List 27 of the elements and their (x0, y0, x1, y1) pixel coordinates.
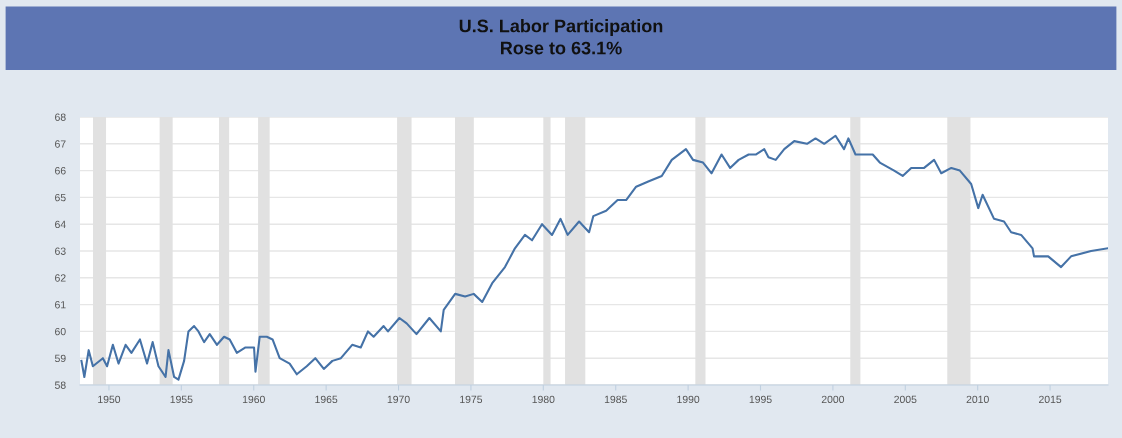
x-tick-label: 2000 (821, 395, 845, 404)
y-tick-label: 60 (55, 327, 66, 336)
x-tick-label: 1950 (98, 395, 121, 404)
y-tick-label: 58 (54, 381, 66, 389)
y-tick-label: 63 (55, 247, 66, 255)
chart-title: U.S. Labor Participation Rose to 63.1% (459, 19, 663, 55)
y-tick-label: 65 (55, 193, 66, 202)
x-tick-label: 1990 (677, 395, 700, 404)
x-tick-label: 2010 (966, 395, 989, 404)
y-tick-label: 62 (55, 274, 66, 282)
x-tick-label: 2005 (894, 395, 917, 404)
line-series (80, 134, 1108, 381)
y-tick-label: 61 (55, 301, 66, 309)
x-tick-label: 1965 (315, 395, 338, 404)
x-tick-label: 2015 (1039, 395, 1062, 404)
y-tick-label: 64 (55, 220, 66, 229)
y-tick-label: 59 (54, 354, 66, 363)
y-tick-label: 66 (55, 167, 66, 175)
y-tick-label: 67 (55, 140, 66, 148)
x-tick-label: 1995 (749, 395, 772, 404)
x-tick-label: 1955 (170, 395, 193, 404)
y-tick-label: 68 (55, 113, 66, 121)
x-tick-label: 1980 (532, 395, 555, 404)
x-tick-label: 1975 (460, 395, 483, 404)
x-tick-label: 1970 (387, 395, 410, 404)
x-tick-label: 1960 (242, 395, 265, 404)
x-tick-label: 1985 (604, 395, 627, 404)
